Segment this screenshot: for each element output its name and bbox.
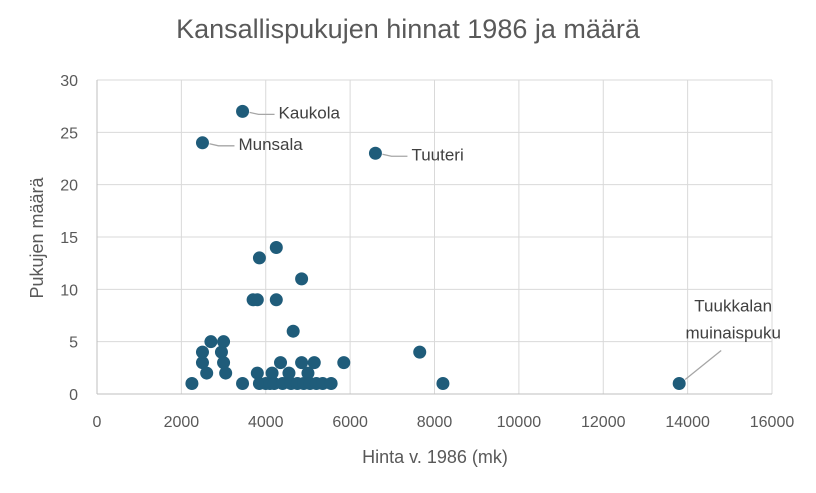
y-tick-label: 10 bbox=[60, 282, 78, 299]
x-tick-label: 10000 bbox=[497, 414, 542, 431]
annotation-leader bbox=[684, 350, 722, 381]
data-point bbox=[185, 377, 199, 391]
y-tick-label: 20 bbox=[60, 178, 78, 195]
x-tick-label: 0 bbox=[93, 414, 102, 431]
chart-title: Kansallispukujen hinnat 1986 ja määrä bbox=[176, 14, 640, 44]
x-axis-title: Hinta v. 1986 (mk) bbox=[362, 447, 508, 467]
annotation-label: muinaispuku bbox=[685, 324, 780, 343]
y-tick-label: 25 bbox=[60, 125, 78, 142]
x-tick-label: 4000 bbox=[248, 414, 284, 431]
annotation-leader bbox=[209, 143, 235, 147]
data-point bbox=[250, 366, 264, 380]
tick-labels: 0 5 10 15 20 25 30 0 2000 4000 6000 8000 10000 12000 1… bbox=[60, 73, 794, 431]
data-point bbox=[368, 146, 382, 160]
x-tick-label: 6000 bbox=[332, 414, 368, 431]
y-tick-label: 0 bbox=[69, 387, 78, 404]
annotation-labels: Kaukola Munsala Tuuteri Tuukkalan muinaispuk… bbox=[238, 103, 780, 342]
data-point bbox=[307, 356, 321, 370]
data-point bbox=[217, 335, 231, 349]
annotation-label: Munsala bbox=[238, 135, 303, 154]
y-tick-label: 5 bbox=[69, 335, 78, 352]
data-points bbox=[185, 104, 686, 391]
x-tick-label: 16000 bbox=[750, 414, 795, 431]
data-point bbox=[265, 366, 279, 380]
annotation-leader bbox=[249, 111, 275, 116]
annotation-label: Tuukkalan bbox=[694, 297, 772, 316]
annotation-label: Tuuteri bbox=[411, 145, 463, 164]
data-point bbox=[269, 240, 283, 254]
data-point bbox=[672, 377, 686, 391]
grid-layer bbox=[97, 79, 773, 394]
x-tick-label: 12000 bbox=[581, 414, 626, 431]
x-tick-label: 8000 bbox=[417, 414, 453, 431]
data-point bbox=[274, 356, 288, 370]
data-point bbox=[324, 377, 338, 391]
x-tick-label: 2000 bbox=[164, 414, 200, 431]
data-point bbox=[200, 366, 214, 380]
data-point bbox=[286, 324, 300, 338]
data-point bbox=[295, 272, 309, 286]
data-point bbox=[436, 377, 450, 391]
annotation-leader bbox=[382, 153, 408, 157]
data-point bbox=[282, 366, 296, 380]
data-point bbox=[219, 366, 233, 380]
axis-layer bbox=[96, 80, 772, 395]
data-point bbox=[250, 293, 264, 307]
data-point bbox=[269, 293, 283, 307]
data-point bbox=[195, 136, 209, 150]
y-axis-title: Pukujen määrä bbox=[27, 176, 47, 298]
data-point bbox=[413, 345, 427, 359]
data-point bbox=[252, 251, 266, 265]
y-tick-label: 15 bbox=[60, 230, 78, 247]
data-point bbox=[295, 356, 309, 370]
data-point bbox=[195, 345, 209, 359]
data-point bbox=[301, 366, 315, 380]
annotation-leaders bbox=[209, 111, 722, 381]
x-tick-label: 14000 bbox=[665, 414, 710, 431]
y-tick-label: 30 bbox=[60, 73, 78, 90]
data-point bbox=[204, 335, 218, 349]
data-point bbox=[236, 104, 250, 118]
data-point bbox=[337, 356, 351, 370]
data-point bbox=[217, 356, 231, 370]
annotation-label: Kaukola bbox=[279, 103, 341, 122]
data-point bbox=[236, 377, 250, 391]
data-point bbox=[195, 356, 209, 370]
data-point bbox=[214, 345, 228, 359]
